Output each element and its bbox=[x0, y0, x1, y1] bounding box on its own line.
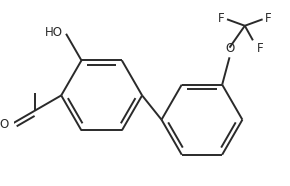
Text: F: F bbox=[218, 12, 224, 25]
Text: F: F bbox=[265, 12, 272, 25]
Text: HO: HO bbox=[45, 26, 63, 39]
Text: O: O bbox=[0, 118, 9, 131]
Text: F: F bbox=[257, 42, 264, 55]
Text: O: O bbox=[226, 42, 235, 55]
